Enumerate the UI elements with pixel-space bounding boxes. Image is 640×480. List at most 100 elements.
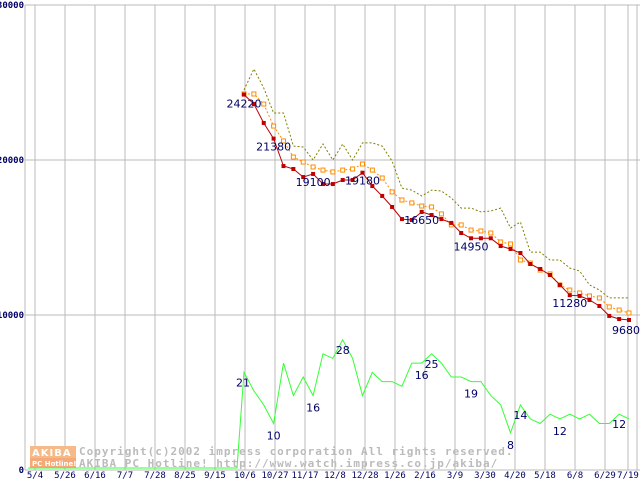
data-label: 19180 [345, 175, 380, 188]
min-price-point [459, 231, 464, 236]
min-price-point [350, 177, 355, 182]
data-label: 11280 [552, 297, 587, 310]
data-label: 8 [507, 439, 514, 452]
avg-price-point [330, 169, 336, 175]
min-price-point [449, 220, 454, 225]
avg-price-point [458, 222, 464, 228]
avg-price-point [271, 123, 277, 129]
x-tick-label: 7/7 [117, 471, 133, 480]
avg-price-point [350, 166, 356, 172]
avg-price-point [261, 101, 267, 107]
avg-price-point [587, 293, 593, 299]
data-labels: 24220 21380 19100 19180 16650 14950 11280 9680 2… [227, 98, 640, 452]
max-price-line [243, 67, 629, 299]
data-label: 12 [553, 425, 567, 438]
avg-price-point [438, 211, 444, 217]
min-price-point [597, 304, 602, 309]
min-price-point [627, 317, 631, 322]
avg-price-point [300, 159, 306, 165]
logo-bottom-box [30, 458, 76, 468]
data-label: 19 [464, 388, 478, 401]
data-label: 9680 [612, 324, 640, 337]
min-price-point [567, 293, 572, 298]
avg-price-point [290, 154, 296, 160]
avg-price-point [310, 164, 316, 170]
min-price-point [251, 102, 256, 107]
min-price-point [439, 217, 444, 222]
x-tick-label: 11/17 [291, 471, 318, 480]
grid [24, 4, 640, 471]
min-price-point [370, 184, 375, 189]
x-tick-label: 7/19 [617, 471, 639, 480]
logo-bottom-text: PC Hotline! [32, 460, 76, 468]
avg-price-point [359, 161, 365, 167]
x-tick-label: 4/20 [504, 471, 526, 480]
x-tick-label: 5/4 [27, 471, 43, 480]
avg-price-point [596, 295, 602, 301]
data-label: 25 [425, 358, 439, 371]
avg-price-point [616, 307, 622, 313]
data-label: 19100 [296, 176, 331, 189]
x-tick-label: 10/6 [234, 471, 256, 480]
avg-price-point [468, 227, 474, 233]
min-price-point [617, 317, 622, 322]
avg-price-point [389, 189, 395, 195]
avg-price-point [517, 257, 523, 263]
avg-price-point [606, 304, 612, 310]
shop-count-line [28, 338, 630, 469]
min-price-point [498, 244, 503, 249]
y-tick-label: 10000 [0, 311, 24, 321]
min-price-point [281, 164, 286, 169]
logo-top-box [30, 446, 76, 458]
x-tick-label: 3/30 [474, 471, 496, 480]
min-price-point [291, 166, 296, 171]
min-price-point [261, 120, 266, 125]
min-price-point [311, 171, 316, 176]
min-price-point [409, 217, 414, 222]
series-layer [28, 67, 632, 469]
avg-price-point [488, 230, 494, 236]
min-price-point [390, 204, 395, 209]
avg-price-point [379, 175, 385, 181]
data-label: 16 [306, 402, 320, 415]
site-url-line: AKIBA PC Hotline! http://www.watch.impre… [79, 457, 498, 470]
x-tick-label: 6/8 [567, 471, 583, 480]
data-label: 16 [415, 369, 429, 382]
avg-price-point [409, 200, 415, 206]
x-tick-label: 2/16 [414, 471, 436, 480]
x-tick-label: 7/28 [144, 471, 166, 480]
data-label: 24220 [227, 98, 262, 111]
y-tick-label: 20000 [0, 156, 24, 166]
min-price-point [330, 182, 335, 187]
data-label: 16650 [404, 214, 439, 227]
avg-price-point [567, 287, 573, 293]
min-price-point [488, 236, 493, 241]
x-tick-label: 5/26 [54, 471, 76, 480]
min-price-point [508, 246, 513, 251]
x-tick-label: 12/28 [351, 471, 378, 480]
x-tick-label: 3/9 [447, 471, 463, 480]
logo-top-text: AKIBA [32, 448, 72, 459]
avg-price-point [478, 228, 484, 234]
x-tick-label: 6/16 [84, 471, 106, 480]
min-price-point [429, 213, 434, 218]
min-price-point [399, 217, 404, 222]
avg-price-point [340, 167, 346, 173]
data-label: 28 [336, 344, 350, 357]
min-price-point [607, 313, 612, 318]
avg-price-point [498, 239, 504, 245]
min-price-point [419, 209, 424, 214]
min-price-point [320, 182, 325, 187]
x-tick-label: 5/18 [534, 471, 556, 480]
data-label: 21 [236, 376, 250, 389]
avg-price-point [280, 138, 286, 144]
avg-price-point [399, 197, 405, 203]
min-price-point [478, 236, 483, 241]
avg-price-point [369, 167, 375, 173]
min-price-point [271, 136, 276, 141]
x-tick-label: 6/29 [594, 471, 616, 480]
min-price-point [340, 177, 345, 182]
watermark: AKIBA PC Hotline! Copyright(c)2002 impre… [30, 445, 513, 470]
